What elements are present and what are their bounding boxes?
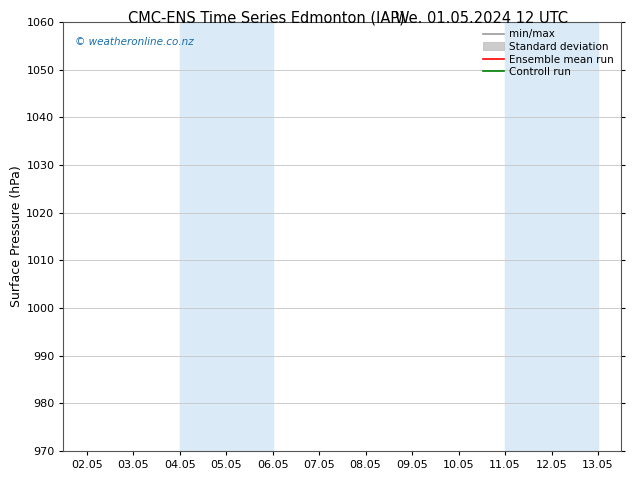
Text: CMC-ENS Time Series Edmonton (IAP): CMC-ENS Time Series Edmonton (IAP) — [128, 11, 404, 26]
Y-axis label: Surface Pressure (hPa): Surface Pressure (hPa) — [11, 166, 23, 307]
Text: We. 01.05.2024 12 UTC: We. 01.05.2024 12 UTC — [396, 11, 568, 26]
Legend: min/max, Standard deviation, Ensemble mean run, Controll run: min/max, Standard deviation, Ensemble me… — [481, 27, 616, 79]
Bar — [179, 22, 273, 451]
Text: © weatheronline.co.nz: © weatheronline.co.nz — [75, 37, 193, 47]
Bar — [505, 22, 598, 451]
